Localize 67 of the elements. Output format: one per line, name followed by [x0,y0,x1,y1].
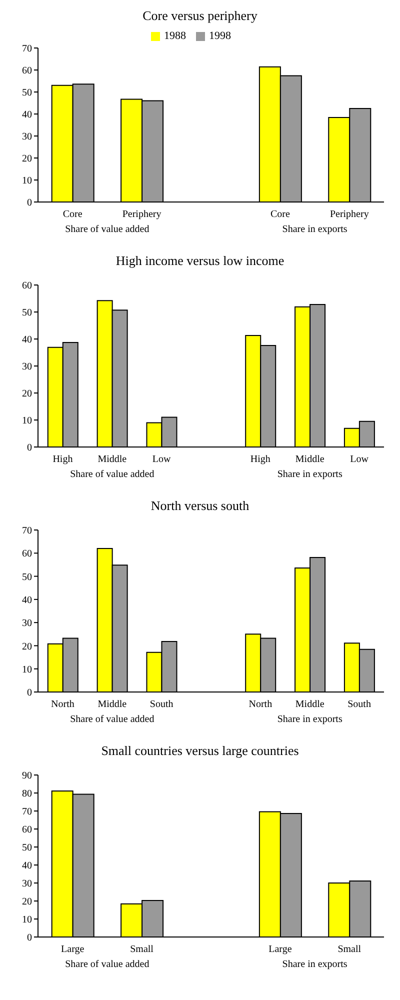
text: Share of value added [64,224,150,235]
text: Share in exports [281,224,348,235]
x-tick-label: Middle [98,454,128,466]
y-tick-label: 40 [22,334,32,346]
y-tick-label: 40 [22,594,32,606]
y-tick-label: 70 [22,44,32,55]
y-tick-label: 20 [22,388,32,400]
text: Share in exports [281,959,348,970]
y-tick-label: 20 [22,896,32,908]
x-tick-label: Small [130,944,154,956]
text: Share of value added [69,469,156,480]
y-tick-label: 80 [22,788,32,800]
x-tick-label: High [52,454,73,466]
x-tick-label: North [248,699,272,710]
y-tick-label: 10 [22,664,32,676]
x-tick-label: Middle [98,699,128,710]
text: Share in exports [276,469,344,480]
chart-title: North versus south [150,498,250,515]
x-tick-label: High [250,454,270,466]
text: Share of value added [69,714,156,725]
y-tick-label: 0 [27,442,32,454]
x-tick-label: Core [270,209,290,220]
y-tick-label: 30 [22,132,32,143]
y-tick-label: 50 [22,88,32,99]
y-tick-label: 60 [22,548,32,560]
y-tick-label: 0 [27,932,32,944]
y-tick-label: 0 [27,688,32,699]
text: Share in exports [276,714,344,725]
y-tick-label: 20 [22,641,32,652]
x-tick-label: Large [61,944,85,956]
y-tick-label: 70 [22,806,32,818]
y-tick-label: 50 [22,842,32,854]
legend-label: 1988 [164,30,186,42]
y-tick-label: 90 [22,770,32,782]
x-tick-label: Middle [295,699,325,710]
x-tick-label: Small [338,944,362,956]
x-tick-label: Large [268,944,292,956]
x-tick-label: Low [152,454,172,466]
y-tick-label: 30 [22,362,32,373]
y-tick-label: 30 [22,878,32,890]
x-tick-label: Periphery [330,209,369,220]
y-tick-label: 10 [22,416,32,427]
chart-title: High income versus low income [114,253,286,270]
y-tick-label: 20 [22,154,32,165]
y-tick-label: 40 [22,110,32,121]
y-tick-label: 60 [22,280,32,292]
y-tick-label: 0 [27,198,32,209]
y-tick-label: 50 [22,572,32,583]
x-tick-label: Low [350,454,370,466]
x-tick-label: North [51,699,74,710]
y-tick-label: 60 [22,824,32,836]
chart-title: Core versus periphery [142,8,258,25]
y-tick-label: 60 [22,66,32,77]
text: Share of value added [64,959,150,970]
x-tick-label: Core [62,209,83,220]
chart-title: Small countries versus large countries [100,743,300,760]
x-tick-label: South [348,699,371,710]
y-tick-label: 40 [22,860,32,872]
legend-label: 1998 [209,30,231,42]
y-tick-label: 50 [22,308,32,319]
y-tick-label: 10 [22,176,32,187]
y-tick-label: 70 [22,526,32,537]
x-tick-label: Middle [295,454,325,466]
y-tick-label: 30 [22,618,32,630]
y-tick-label: 10 [22,914,32,926]
x-tick-label: South [150,699,174,710]
x-tick-label: Periphery [122,209,162,220]
